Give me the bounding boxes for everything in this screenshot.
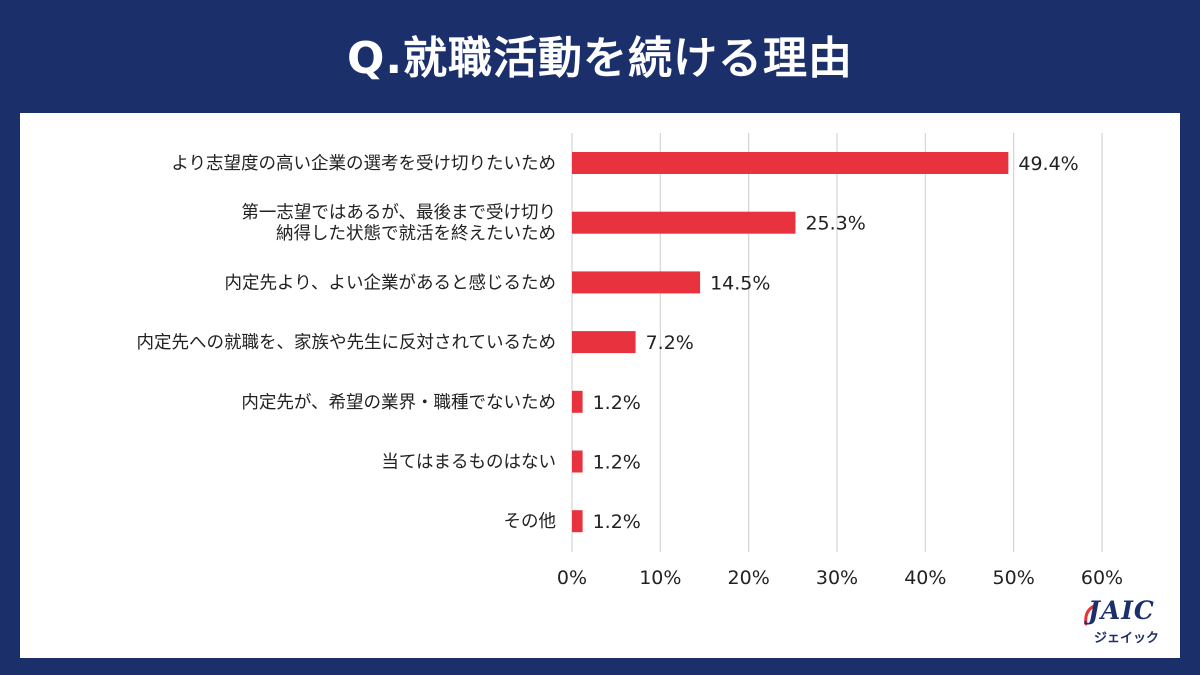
jaic-logo-subtext: ジェイック <box>1094 631 1160 646</box>
category-label: 納得した状態で就活を終えたいため <box>276 224 556 244</box>
bar <box>572 331 636 354</box>
jaic-logo: JAIC <box>1088 596 1155 625</box>
bar <box>572 271 701 294</box>
data-label: 25.3% <box>805 213 865 235</box>
x-tick-label: 0% <box>557 567 587 589</box>
x-tick-label: 30% <box>816 567 858 589</box>
category-label: 内定先より、よい企業があると感じるため <box>225 273 556 293</box>
category-label: 当てはまるものはない <box>381 453 556 473</box>
chart-panel <box>20 113 1180 658</box>
x-tick-label: 50% <box>993 567 1035 589</box>
data-label: 49.4% <box>1018 153 1078 175</box>
category-label: 第一志望ではあるが、最後まで受け切り <box>241 203 556 223</box>
x-tick-label: 10% <box>639 567 681 589</box>
category-label: より志望度の高い企業の選考を受け切りたいため <box>171 154 556 174</box>
category-label: 内定先が、希望の業界・職種でないため <box>241 393 556 413</box>
logo-swoosh-icon <box>1084 603 1098 626</box>
data-label: 1.2% <box>593 452 641 474</box>
x-tick-label: 60% <box>1081 567 1123 589</box>
bar <box>572 450 583 473</box>
data-label: 1.2% <box>593 511 641 533</box>
category-label: その他 <box>504 512 557 532</box>
bar <box>572 390 583 413</box>
bar <box>572 211 796 234</box>
data-label: 14.5% <box>710 272 770 294</box>
data-label: 7.2% <box>646 332 694 354</box>
data-label: 1.2% <box>593 392 641 414</box>
page-title: Q.就職活動を続ける理由 <box>346 33 854 84</box>
category-label: 内定先への就職を、家族や先生に反対されているため <box>137 333 556 353</box>
bar <box>572 152 1009 174</box>
bar <box>572 510 583 533</box>
x-tick-label: 40% <box>904 567 946 589</box>
x-tick-label: 20% <box>728 567 770 589</box>
